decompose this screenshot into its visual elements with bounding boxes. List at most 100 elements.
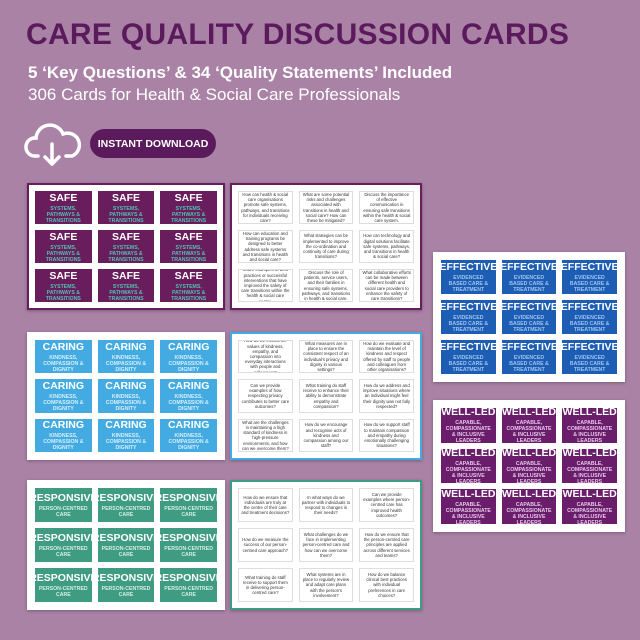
quality-card: EFFECTIVE EVIDENCED BASED CARE & TREATMEN… [562,340,617,374]
quality-card: RESPONSIVE PERSON-CENTRED CARE [97,488,155,522]
question-card: What challenges do we face in implementi… [298,528,354,562]
card-title: EFFECTIVE [562,301,617,313]
card-subtitle: CAPABLE, COMPASSIONATE & INCLUSIVE LEADE… [445,461,491,484]
quality-card: EFFECTIVE EVIDENCED BASED CARE & TREATMEN… [562,260,617,294]
card-title: RESPONSIVE [35,532,92,544]
question-card: How do we measure the success of our per… [238,528,293,562]
card-subtitle: CAPABLE, COMPASSIONATE & INCLUSIVE LEADE… [567,461,613,484]
card-title: SAFE [174,230,203,243]
quality-card: WELL-LED CAPABLE, COMPASSIONATE & INCLUSI… [501,489,557,524]
quality-card: WELL-LED CAPABLE, COMPASSIONATE & INCLUSI… [441,448,496,484]
card-title: WELL-LED [501,489,557,500]
card-subtitle: CAPABLE, COMPASSIONATE & INCLUSIVE LEADE… [567,501,613,524]
question-card: What strategies can be implemented to im… [298,230,354,263]
quality-card: WELL-LED CAPABLE, COMPASSIONATE & INCLUSI… [562,408,617,443]
card-subtitle: CAPABLE, COMPASSIONATE & INCLUSIVE LEADE… [506,501,552,524]
card-title: RESPONSIVE [160,532,217,544]
quality-card: WELL-LED CAPABLE, COMPASSIONATE & INCLUSI… [501,448,557,484]
card-subtitle: CAPABLE, COMPASSIONATE & INCLUSIVE LEADE… [506,420,552,443]
card-subtitle: EVIDENCED BASED CARE & TREATMENT [569,355,610,373]
cloud-download-icon [24,123,82,166]
card-subtitle: SYSTEMS, PATHWAYS & TRANSITIONS [171,205,207,224]
card-sheet: EFFECTIVE EVIDENCED BASED CARE & TREATMEN… [433,252,625,382]
card-title: RESPONSIVE [35,572,92,584]
card-subtitle: SYSTEMS, PATHWAYS & TRANSITIONS [108,244,144,263]
card-subtitle: SYSTEMS, PATHWAYS & TRANSITIONS [45,205,81,224]
question-sheet: How do we ensure that individuals are tr… [230,480,422,610]
quality-card: CARING KINDNESS, COMPASSION & DIGNITY [160,340,217,374]
quality-card: SAFE SYSTEMS, PATHWAYS & TRANSITIONS [160,191,217,224]
card-title: SAFE [49,269,78,282]
card-title: SAFE [49,230,78,243]
card-subtitle: PERSON-CENTRED CARE [101,506,151,518]
card-title: CARING [105,379,147,392]
card-title: RESPONSIVE [160,572,217,584]
card-title: RESPONSIVE [35,492,92,504]
card-subtitle: PERSON-CENTRED CARE [101,586,151,598]
question-card: How do we balance clinical best practice… [359,568,414,602]
card-title: CARING [42,340,85,353]
quality-card: SAFE SYSTEMS, PATHWAYS & TRANSITIONS [35,269,92,302]
quality-card: RESPONSIVE PERSON-CENTRED CARE [97,568,155,602]
question-card: Discuss the role of patients, service us… [298,269,354,302]
card-title: SAFE [49,191,78,204]
quality-card: RESPONSIVE PERSON-CENTRED CARE [160,528,217,562]
quality-card: CARING KINDNESS, COMPASSION & DIGNITY [35,340,92,374]
card-title: WELL-LED [441,408,496,419]
card-title: RESPONSIVE [98,492,155,504]
quality-card: SAFE SYSTEMS, PATHWAYS & TRANSITIONS [160,269,217,302]
quality-card: SAFE SYSTEMS, PATHWAYS & TRANSITIONS [160,230,217,263]
question-card: How do we encourage and recognise acts o… [298,418,354,452]
card-title: EFFECTIVE [501,301,557,313]
quality-card: WELL-LED CAPABLE, COMPASSIONATE & INCLUSI… [501,408,557,443]
card-subtitle: PERSON-CENTRED CARE [164,586,214,598]
card-subtitle: EVIDENCED BASED CARE & TREATMENT [569,275,610,293]
quality-card: RESPONSIVE PERSON-CENTRED CARE [160,488,217,522]
card-subtitle: PERSON-CENTRED CARE [164,506,214,518]
quality-card: EFFECTIVE EVIDENCED BASED CARE & TREATMEN… [501,260,557,294]
card-subtitle: EVIDENCED BASED CARE & TREATMENT [569,315,610,333]
card-subtitle: KINDNESS, COMPASSION & DIGNITY [168,393,209,412]
quality-card: SAFE SYSTEMS, PATHWAYS & TRANSITIONS [35,230,92,263]
card-title: EFFECTIVE [441,261,496,273]
question-card: What collaborative efforts can be made b… [359,269,414,302]
card-subtitle: EVIDENCED BASED CARE & TREATMENT [509,315,549,333]
card-title: WELL-LED [441,448,496,459]
card-subtitle: SYSTEMS, PATHWAYS & TRANSITIONS [45,283,81,302]
card-title: SAFE [174,191,203,204]
card-title: WELL-LED [562,408,617,419]
quality-card: SAFE SYSTEMS, PATHWAYS & TRANSITIONS [97,230,155,263]
quality-card: CARING KINDNESS, COMPASSION & DIGNITY [97,340,155,374]
card-subtitle: SYSTEMS, PATHWAYS & TRANSITIONS [108,205,144,224]
card-title: CARING [167,340,210,353]
subtitle: 5 ‘Key Questions’ & 34 ‘Quality Statemen… [28,63,453,82]
card-subtitle: KINDNESS, COMPASSION & DIGNITY [43,433,84,452]
download-button[interactable]: INSTANT DOWNLOAD [90,129,216,158]
question-sheet: How do we embed the values of kindness, … [230,332,422,460]
question-sheet: How can health & social care organisatio… [230,183,422,310]
card-title: RESPONSIVE [160,492,217,504]
card-subtitle: EVIDENCED BASED CARE & TREATMENT [448,275,489,293]
quality-card: WELL-LED CAPABLE, COMPASSIONATE & INCLUSI… [441,489,496,524]
question-card: What are some potential risks and challe… [298,191,354,224]
quality-card: EFFECTIVE EVIDENCED BASED CARE & TREATMEN… [501,300,557,334]
card-subtitle: SYSTEMS, PATHWAYS & TRANSITIONS [171,283,207,302]
question-card: How can health & social care organisatio… [238,191,293,224]
card-title: WELL-LED [562,448,617,459]
question-card: How do we ensure that the person-centred… [359,528,414,562]
card-title: EFFECTIVE [501,341,557,353]
card-subtitle: CAPABLE, COMPASSIONATE & INCLUSIVE LEADE… [506,461,552,484]
question-card: What training do staff receive to enhanc… [298,379,354,413]
card-subtitle: PERSON-CENTRED CARE [38,586,88,598]
quality-card: CARING KINDNESS, COMPASSION & DIGNITY [35,379,92,413]
quality-card: CARING KINDNESS, COMPASSION & DIGNITY [35,418,92,452]
card-sheet: RESPONSIVE PERSON-CENTRED CARE RESPONSIVE P… [27,480,225,610]
question-card: In what ways do we partner with individu… [298,488,354,522]
card-title: CARING [42,379,85,392]
question-card: What systems are in place to regularly r… [298,568,354,602]
quality-card: SAFE SYSTEMS, PATHWAYS & TRANSITIONS [97,269,155,302]
quality-card: EFFECTIVE EVIDENCED BASED CARE & TREATMEN… [562,300,617,334]
card-subtitle: PERSON-CENTRED CARE [38,546,88,558]
card-subtitle: PERSON-CENTRED CARE [38,506,88,518]
